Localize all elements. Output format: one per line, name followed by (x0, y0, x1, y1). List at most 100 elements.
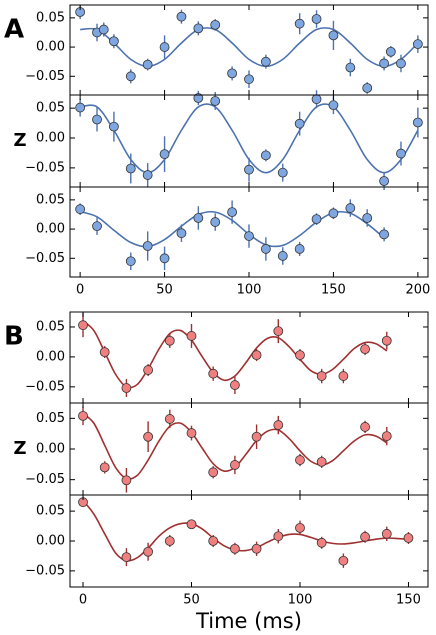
y-tick-label: −0.05 (25, 160, 65, 175)
data-point (381, 335, 392, 346)
data-point (186, 519, 197, 530)
data-point (159, 149, 170, 160)
y-tick-label: 0.00 (36, 40, 65, 55)
y-tick-label: −0.05 (25, 472, 65, 487)
data-point (396, 148, 406, 159)
y-tick-label: 0.00 (36, 131, 65, 146)
y-tick-label: −0.05 (25, 251, 65, 266)
data-point (92, 221, 102, 232)
data-point (78, 320, 88, 331)
data-point (125, 71, 136, 82)
fit-line (80, 27, 419, 68)
data-point (381, 528, 392, 539)
data-point (316, 456, 327, 467)
x-tick-label: 0 (76, 283, 84, 298)
data-point (379, 58, 389, 69)
data-point (143, 431, 154, 442)
data-point (121, 552, 132, 563)
data-point (412, 39, 423, 50)
data-point (121, 475, 132, 486)
panel-label: B (4, 322, 24, 352)
data-point (381, 431, 392, 442)
data-point (186, 428, 197, 438)
data-point (295, 350, 305, 361)
data-point (143, 546, 154, 557)
data-point (208, 368, 219, 379)
data-point (244, 74, 254, 85)
data-point (316, 537, 327, 548)
data-point (360, 422, 370, 432)
data-point (186, 331, 197, 341)
y-tick-label: 0.05 (36, 10, 65, 25)
data-point (251, 350, 262, 361)
data-point (142, 59, 153, 70)
data-point (338, 555, 349, 566)
x-tick-label: 150 (396, 593, 421, 608)
data-point (208, 536, 219, 546)
data-point (345, 203, 356, 213)
data-point (193, 93, 204, 103)
data-point (311, 14, 322, 24)
y-tick-label: 0.05 (36, 411, 65, 426)
data-point (396, 58, 406, 69)
data-point (109, 36, 119, 47)
y-tick-label: 0.00 (36, 222, 65, 237)
data-point (159, 42, 170, 52)
y-tick-label: 0.00 (36, 534, 65, 549)
x-tick-label: 200 (405, 283, 430, 298)
x-tick-label: 50 (183, 593, 200, 608)
data-point (99, 347, 110, 358)
data-point (295, 455, 305, 465)
data-point (75, 204, 86, 215)
data-point (273, 531, 284, 542)
data-point (98, 24, 109, 35)
data-point (227, 68, 238, 79)
data-point (328, 30, 339, 41)
data-point (176, 228, 187, 239)
y-axis-label: Z (13, 438, 26, 459)
data-point (328, 100, 339, 111)
data-point (210, 96, 221, 106)
data-point (164, 536, 175, 546)
data-point (251, 543, 262, 554)
data-point (379, 176, 389, 186)
x-axis-label: Time (ms) (195, 609, 302, 633)
data-point (193, 23, 204, 34)
data-point (121, 383, 132, 393)
data-point (244, 231, 254, 241)
data-point (109, 121, 119, 132)
data-point (193, 213, 204, 223)
data-point (273, 326, 284, 337)
data-point (229, 460, 240, 470)
data-point (385, 46, 396, 57)
y-tick-label: 0.00 (36, 349, 65, 364)
data-point (338, 371, 349, 381)
data-point (403, 533, 414, 543)
x-tick-label: 100 (288, 593, 313, 608)
data-point (362, 213, 373, 223)
data-point (360, 344, 370, 355)
y-tick-label: 0.05 (36, 319, 65, 334)
data-point (294, 118, 305, 129)
data-point (273, 420, 284, 430)
data-point (99, 462, 110, 473)
fit-line (82, 320, 388, 389)
data-point (379, 229, 389, 240)
data-point (125, 163, 136, 174)
data-point (125, 256, 136, 267)
data-point (208, 467, 219, 478)
data-point (345, 62, 356, 73)
data-point (142, 241, 153, 251)
data-point (78, 410, 88, 421)
data-point (294, 244, 305, 254)
data-point (229, 543, 240, 554)
data-point (210, 19, 221, 30)
x-tick-label: 50 (156, 283, 173, 298)
data-point (295, 522, 305, 533)
axes-frame (69, 494, 429, 588)
data-point (412, 117, 423, 128)
data-point (176, 11, 187, 22)
y-tick-label: 0.05 (36, 192, 65, 207)
data-point (244, 164, 254, 175)
